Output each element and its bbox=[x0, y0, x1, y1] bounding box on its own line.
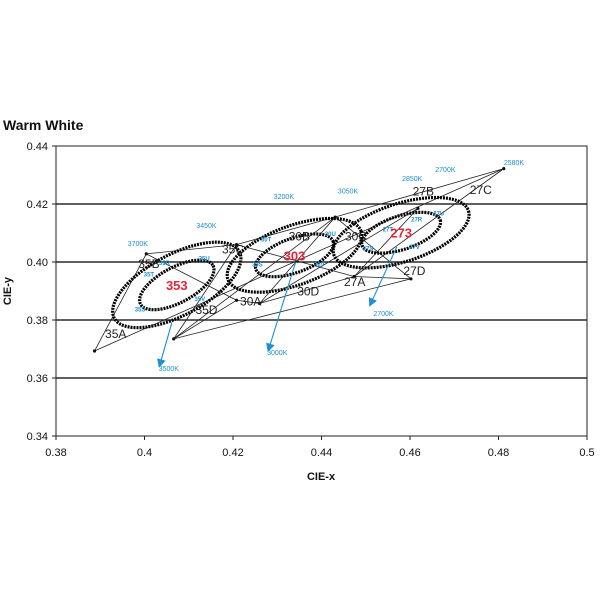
bin-boundary-line bbox=[236, 216, 336, 245]
bin-boundary-line bbox=[173, 278, 411, 340]
sub-bin-label: 27R bbox=[411, 217, 423, 223]
chart-title: Warm White bbox=[3, 117, 84, 133]
sub-bin-label: 30U bbox=[325, 232, 336, 238]
bin-label: 30C bbox=[345, 229, 367, 243]
sub-bin-label: 27S bbox=[363, 246, 374, 252]
bin-boundary-line bbox=[173, 299, 237, 340]
cct-label: 2580K bbox=[504, 160, 525, 167]
bin-corner-point bbox=[502, 167, 506, 171]
sub-bin-label: 35U bbox=[199, 257, 210, 263]
sub-bin-label: 30T bbox=[261, 238, 272, 244]
bin-boundary-line bbox=[173, 244, 237, 340]
sub-bin-label: 27U bbox=[433, 212, 444, 218]
macadam-ellipse-inner bbox=[253, 232, 336, 279]
y-tick-label: 0.44 bbox=[27, 141, 48, 153]
bin-corner-point bbox=[416, 206, 420, 210]
bin-label: 27B bbox=[413, 184, 434, 198]
bin-corner-point bbox=[352, 274, 356, 279]
ellipse-label: 303 bbox=[284, 248, 306, 263]
bin-corner-point bbox=[234, 298, 239, 302]
plot-frame bbox=[55, 145, 588, 437]
cct-arrow bbox=[368, 246, 398, 307]
cct-label: 3200K bbox=[274, 194, 295, 201]
sub-bin-label: 35T bbox=[144, 273, 155, 279]
x-tick-label: 0.44 bbox=[311, 447, 332, 459]
bin-label: 30A bbox=[240, 295, 261, 309]
bin-corner-point bbox=[144, 252, 148, 256]
x-tick-label: 0.5 bbox=[579, 447, 594, 459]
bin-label: 27D bbox=[403, 264, 425, 278]
ellipse-label: 353 bbox=[166, 278, 188, 293]
bin-label: 27C bbox=[470, 183, 492, 197]
bin-label: 35B bbox=[138, 257, 159, 271]
sub-bin-label: 35V bbox=[194, 297, 205, 303]
cct-label: 3450K bbox=[196, 223, 217, 230]
cct-label: 2850K bbox=[402, 176, 423, 183]
cct-label: 3000K bbox=[267, 350, 288, 357]
cct-label: 3500K bbox=[159, 366, 180, 373]
bin-boundary-line bbox=[353, 208, 419, 277]
sub-bin-label: 30V bbox=[314, 262, 325, 268]
bin-corner-point bbox=[172, 337, 176, 341]
sub-bin-label: 27V bbox=[409, 245, 420, 251]
bin-boundary-line bbox=[335, 168, 504, 218]
x-tick-label: 0.48 bbox=[488, 447, 509, 459]
macadam-ellipse-outer bbox=[225, 216, 364, 294]
bin-corner-point bbox=[234, 243, 239, 247]
bin-label: 30B bbox=[289, 229, 310, 243]
cct-arrow bbox=[157, 322, 173, 368]
macadam-ellipse-outer bbox=[331, 195, 471, 270]
sub-bin-label: 35S bbox=[135, 307, 146, 313]
bin-boundary-line bbox=[173, 216, 336, 340]
bin-boundary-line bbox=[94, 253, 147, 352]
cct-label: 2700K bbox=[373, 311, 394, 318]
bin-corner-point bbox=[257, 301, 262, 306]
x-tick-label: 0.42 bbox=[222, 447, 243, 459]
bin-corner-point bbox=[409, 277, 413, 281]
macadam-ellipse-inner bbox=[360, 210, 443, 255]
sub-bin-label: 35R bbox=[159, 261, 171, 267]
x-tick-label: 0.46 bbox=[399, 447, 420, 459]
bin-boundary-line bbox=[354, 168, 505, 277]
bin-boundary-line bbox=[236, 244, 355, 277]
bin-label: 35D bbox=[195, 303, 217, 317]
y-tick-label: 0.38 bbox=[27, 315, 48, 327]
cct-label: 3050K bbox=[338, 188, 359, 195]
bin-corner-point bbox=[92, 349, 97, 353]
cct-label: 3700K bbox=[128, 241, 149, 248]
bin-label: 27A bbox=[344, 275, 365, 289]
sub-bin-label: 27T bbox=[383, 228, 394, 234]
y-axis-label: CIE-y bbox=[2, 276, 14, 305]
cct-arrow bbox=[266, 262, 296, 353]
y-tick-label: 0.42 bbox=[27, 199, 48, 211]
bin-label: 35C bbox=[222, 242, 244, 256]
bin-boundary-line bbox=[146, 244, 237, 255]
x-axis-label: CIE-x bbox=[307, 471, 336, 483]
y-tick-label: 0.40 bbox=[27, 257, 48, 269]
bin-boundary-line bbox=[259, 216, 336, 304]
ellipse-label: 273 bbox=[390, 226, 412, 241]
x-tick-label: 0.4 bbox=[137, 447, 152, 459]
cct-label: 2700K bbox=[435, 167, 456, 174]
y-tick-label: 0.36 bbox=[27, 373, 48, 385]
bin-label: 35A bbox=[105, 327, 126, 341]
bin-label: 30D bbox=[297, 284, 319, 298]
bin-boundary-line bbox=[259, 276, 355, 304]
sub-bin-label: 30S bbox=[252, 262, 263, 268]
x-tick-label: 0.38 bbox=[45, 447, 66, 459]
y-tick-label: 0.34 bbox=[27, 431, 48, 443]
bin-boundary-line bbox=[236, 299, 260, 304]
bin-boundary-line bbox=[259, 208, 419, 304]
